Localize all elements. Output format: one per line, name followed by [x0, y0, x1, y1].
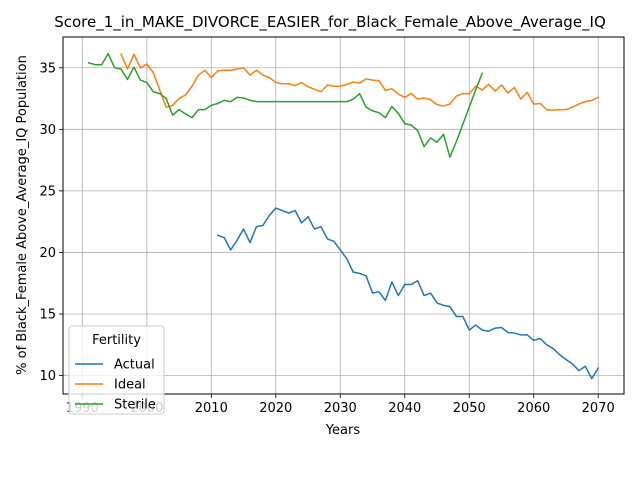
- series-lines: [87, 52, 600, 380]
- x-tick-label: 2040: [388, 401, 421, 416]
- x-tick-label: 2070: [582, 401, 615, 416]
- legend: Fertility Actual Ideal Sterile: [68, 325, 165, 415]
- chart-title: Score_1_in_MAKE_DIVORCE_EASIER_for_Black…: [54, 13, 606, 32]
- x-tick-label: 2050: [453, 401, 486, 416]
- legend-title: Fertility: [92, 333, 141, 348]
- x-tick-label: 2030: [324, 401, 357, 416]
- x-axis-label: Years: [325, 423, 361, 438]
- y-tick-label: 10: [39, 369, 56, 384]
- legend-entries: Actual Ideal Sterile: [75, 358, 156, 413]
- y-axis-ticks: 10 15 20 25 30 35: [39, 61, 63, 384]
- series-line-actual: [216, 207, 600, 380]
- legend-label-sterile: Sterile: [114, 398, 156, 413]
- y-tick-label: 20: [39, 246, 56, 261]
- plot-frame: [62, 36, 625, 395]
- x-tick-label: 2060: [517, 401, 550, 416]
- series-line-ideal: [120, 53, 600, 111]
- y-axis-label: % of Black_Female Above_Average_IQ Popul…: [15, 55, 30, 375]
- y-tick-label: 35: [39, 61, 56, 76]
- legend-box: [68, 325, 165, 415]
- legend-label-ideal: Ideal: [114, 378, 146, 393]
- series-line-sterile: [87, 52, 484, 158]
- y-tick-label: 30: [39, 123, 56, 138]
- x-tick-label: 2010: [195, 401, 228, 416]
- y-tick-label: 15: [39, 307, 56, 322]
- y-tick-label: 25: [39, 184, 56, 199]
- legend-label-actual: Actual: [114, 358, 155, 373]
- x-tick-label: 2020: [259, 401, 292, 416]
